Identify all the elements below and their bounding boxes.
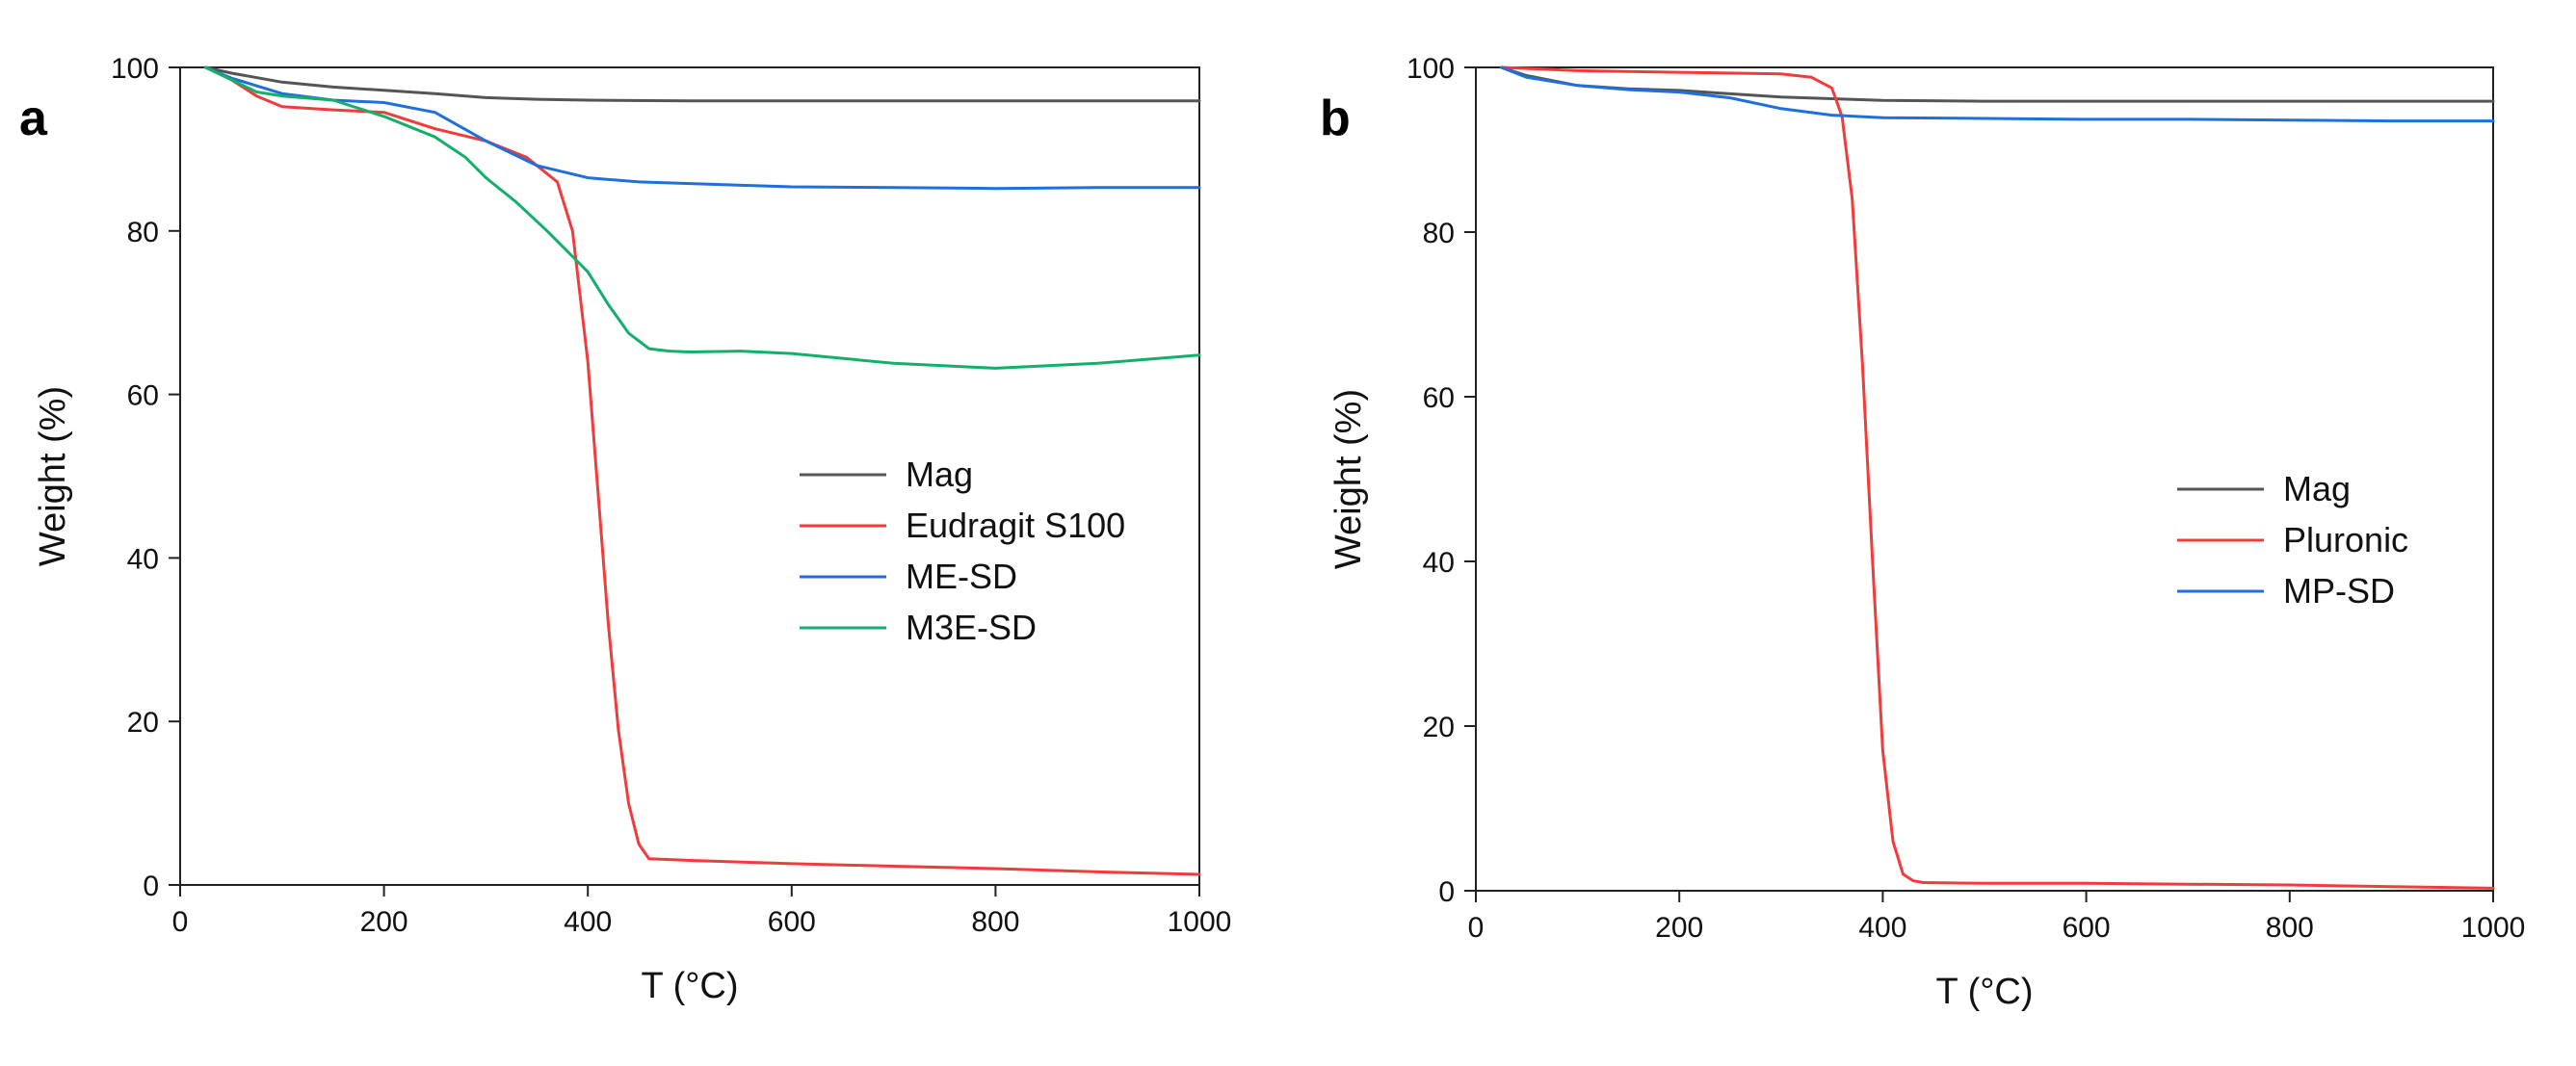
- y-tick-label: 0: [143, 871, 159, 902]
- y-tick-label: 100: [1406, 53, 1455, 85]
- y-tick-label: 60: [127, 380, 159, 412]
- x-tick-label: 0: [172, 906, 189, 938]
- x-tick-label: 1000: [1168, 906, 1232, 938]
- x-tick-label: 400: [564, 906, 612, 938]
- y-axis-label: Weight (%): [1328, 389, 1369, 569]
- series-line-pluronic: [1499, 65, 2495, 890]
- legend-entry: Eudragit S100: [906, 506, 1125, 545]
- legend-entry: MP-SD: [2283, 571, 2395, 611]
- x-tick-label: 800: [971, 906, 1019, 938]
- y-tick-label: 20: [127, 707, 159, 739]
- chart-panel-a: 0 200 400 600 800 1000 0 20 40 60 80 100 T (°C) Weigh…: [19, 53, 1231, 1006]
- x-tick-label: 1000: [2461, 912, 2526, 944]
- legend-entry: Mag: [2283, 469, 2351, 508]
- legend: Mag Pluronic MP-SD: [2177, 469, 2408, 611]
- legend-entry: ME-SD: [906, 557, 1017, 596]
- y-tick-label: 80: [1423, 218, 1455, 249]
- x-tick-label: 0: [1468, 912, 1485, 944]
- panel-letter: b: [1320, 91, 1351, 146]
- legend-entry: M3E-SD: [906, 608, 1037, 647]
- x-tick-label: 200: [360, 906, 408, 938]
- y-tick-label: 40: [1423, 547, 1455, 579]
- x-tick-label: 800: [2266, 912, 2314, 944]
- plot-frame: [1475, 66, 2494, 892]
- x-tick-label: 600: [768, 906, 816, 938]
- series-line-m3e-sd: [203, 65, 1201, 370]
- y-tick-label: 40: [127, 543, 159, 575]
- x-tick-label: 600: [2063, 912, 2111, 944]
- series-line-me-sd: [203, 65, 1201, 191]
- legend: Mag Eudragit S100 ME-SD M3E-SD: [800, 455, 1125, 647]
- y-tick-label: 60: [1423, 382, 1455, 414]
- x-tick-label: 400: [1858, 912, 1906, 944]
- panel-letter: a: [19, 91, 48, 146]
- series-line-mag: [203, 65, 1201, 103]
- y-tick-label: 0: [1438, 876, 1455, 908]
- x-axis-label: T (°C): [1935, 972, 2033, 1012]
- legend-entry: Pluronic: [2283, 520, 2408, 559]
- y-tick-label: 20: [1423, 712, 1455, 743]
- y-tick-label: 80: [127, 217, 159, 248]
- x-axis-label: T (°C): [641, 966, 738, 1006]
- y-tick-label: 100: [111, 53, 159, 85]
- x-tick-label: 200: [1655, 912, 1703, 944]
- series-line-mp-sd: [1499, 65, 2495, 123]
- plot-frame: [179, 66, 1200, 886]
- series-line-eudragit-s100: [203, 65, 1201, 876]
- y-axis-label: Weight (%): [33, 386, 73, 566]
- chart-panel-b: 0 200 400 600 800 1000 0 20 40 60 80 100 T (°C) Weigh…: [1320, 53, 2525, 1012]
- legend-entry: Mag: [906, 455, 973, 494]
